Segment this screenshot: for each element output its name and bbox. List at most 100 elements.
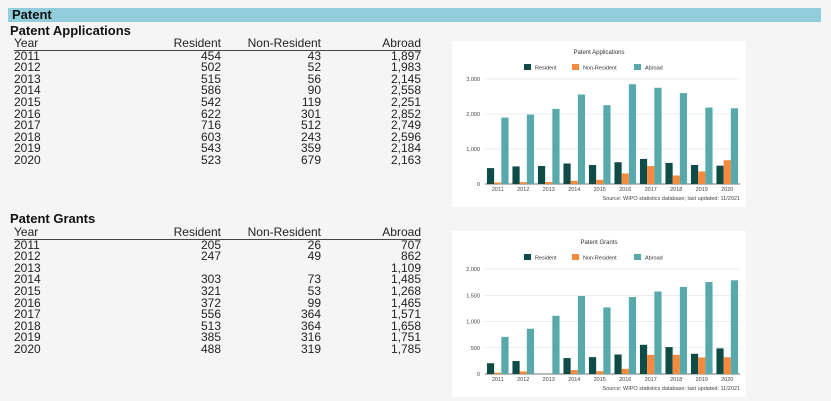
- table-row: 2016 622 301 2,852: [14, 106, 421, 121]
- cell-resident: 716: [200, 118, 221, 133]
- legend-swatch: [572, 254, 579, 260]
- y-tick-label: 0: [477, 372, 480, 378]
- table-row: 2020 488 319 1,785: [14, 341, 421, 356]
- bar: [639, 344, 648, 374]
- legend-label: Resident: [535, 66, 557, 72]
- bar: [628, 84, 637, 184]
- cell-year: 2012: [14, 60, 41, 75]
- bar: [730, 108, 739, 184]
- bar: [596, 371, 604, 374]
- cell-resident: 523: [200, 152, 221, 167]
- y-tick-label: 1,000: [466, 320, 480, 326]
- cell-resident: 622: [200, 106, 221, 121]
- table-row: 2014 586 90 2,558: [14, 85, 421, 97]
- cell-year: 2012: [14, 249, 41, 264]
- cell-resident: 542: [200, 94, 221, 109]
- bar: [596, 179, 604, 184]
- cell-non-resident: 90: [307, 83, 321, 98]
- cell-resident: 454: [200, 48, 221, 63]
- cell-year: 2013: [14, 71, 41, 86]
- x-tick-label: 2017: [645, 377, 657, 383]
- table-row: 2011 454 43 1,897: [14, 50, 421, 62]
- table-row: 2015 321 53 1,268: [14, 283, 421, 298]
- cell-abroad: 1,268: [390, 283, 421, 298]
- legend-swatch: [634, 254, 641, 260]
- cell-year: 2013: [14, 260, 41, 275]
- col-resident: Resident: [68, 226, 221, 240]
- cell-resident: 488: [200, 341, 221, 356]
- cell-abroad: 2,251: [390, 94, 421, 109]
- bar: [654, 87, 662, 184]
- bar: [621, 173, 629, 184]
- applications-header-row: Year Resident Non-Resident Abroad: [14, 37, 421, 51]
- applications-chart: Patent Applications Resident Non-Resident A…: [452, 41, 746, 207]
- bar: [665, 347, 673, 374]
- cell-resident: 556: [200, 307, 221, 322]
- cell-resident: 247: [200, 249, 221, 264]
- bar: [577, 296, 586, 374]
- chart-title: Patent Applications: [573, 50, 624, 56]
- cell-year: 2014: [14, 83, 41, 98]
- y-tick-label: 2,000: [466, 267, 480, 273]
- cell-year: 2016: [14, 295, 41, 310]
- bar: [526, 328, 535, 374]
- table-row: 2016 372 99 1,465: [14, 295, 421, 310]
- bar: [698, 171, 706, 184]
- grants-chart: Patent Grants Resident Non-Resident Abroad 0…: [452, 231, 746, 397]
- cell-non-resident: 359: [300, 141, 321, 156]
- cell-non-resident: 99: [307, 295, 321, 310]
- bar: [614, 162, 622, 184]
- bar: [563, 163, 571, 184]
- bar: [679, 286, 688, 374]
- applications-title: Patent Applications: [10, 23, 131, 38]
- bar: [603, 307, 611, 374]
- bar: [570, 180, 578, 184]
- bar: [486, 363, 495, 374]
- applications-chart-svg: Patent Applications Resident Non-Resident A…: [466, 50, 740, 202]
- cell-year: 2011: [14, 237, 40, 252]
- bar: [494, 372, 502, 374]
- cell-abroad: 2,749: [390, 118, 421, 133]
- x-tick-label: 2020: [721, 187, 733, 193]
- x-tick-label: 2013: [543, 377, 555, 383]
- bar: [512, 361, 520, 374]
- cell-abroad: 1,897: [390, 48, 421, 63]
- cell-non-resident: 319: [300, 341, 321, 356]
- cell-year: 2019: [14, 330, 41, 345]
- bar: [716, 165, 724, 184]
- legend-label: Non-Resident: [583, 256, 617, 262]
- table-row: 2014 303 73 1,485: [14, 274, 421, 286]
- cell-resident: 513: [200, 318, 221, 333]
- col-year: Year: [14, 37, 56, 51]
- x-tick-label: 2018: [670, 187, 682, 193]
- cell-non-resident: 679: [300, 152, 321, 167]
- cell-year: 2014: [14, 272, 41, 287]
- cell-abroad: 2,558: [390, 83, 421, 98]
- cell-non-resident: 53: [307, 283, 321, 298]
- cell-resident: 321: [200, 283, 221, 298]
- cell-non-resident: 243: [300, 129, 321, 144]
- bar: [679, 93, 688, 184]
- cell-non-resident: 52: [307, 60, 321, 75]
- cell-year: 2011: [14, 48, 40, 63]
- table-row: 2011 205 26 707: [14, 239, 421, 251]
- bar: [647, 166, 655, 184]
- cell-year: 2017: [14, 118, 41, 133]
- bar: [730, 280, 739, 374]
- legend-label: Non-Resident: [583, 66, 617, 72]
- bar: [698, 357, 706, 374]
- bar: [621, 368, 629, 374]
- bar: [647, 354, 655, 374]
- bar: [639, 158, 648, 184]
- cell-abroad: 2,145: [390, 71, 421, 86]
- cell-year: 2017: [14, 307, 41, 322]
- cell-non-resident: 56: [307, 71, 321, 86]
- cell-abroad: 1,485: [390, 272, 421, 287]
- x-tick-label: 2012: [517, 377, 529, 383]
- section-header-title: Patent: [12, 7, 52, 22]
- cell-abroad: 1,465: [390, 295, 421, 310]
- col-abroad: Abroad: [321, 37, 421, 51]
- cell-abroad: 707: [400, 237, 421, 252]
- bar: [519, 182, 527, 184]
- cell-non-resident: [221, 263, 321, 275]
